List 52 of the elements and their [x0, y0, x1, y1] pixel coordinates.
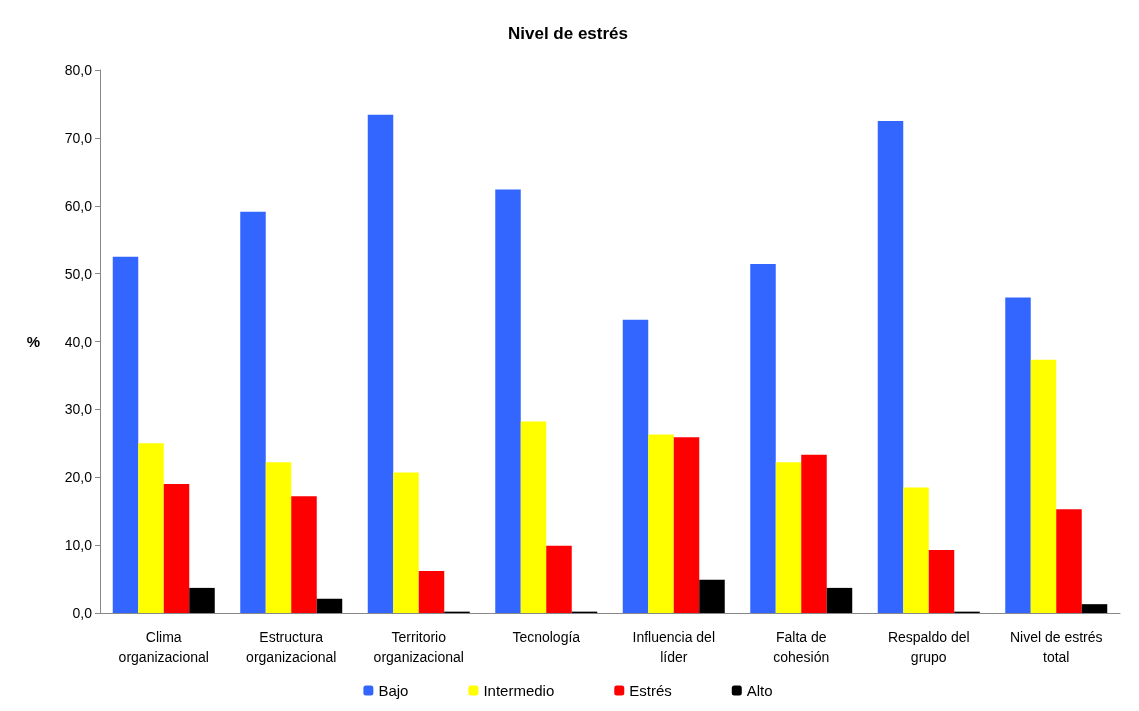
- x-tick-label: Influencia del líder: [632, 629, 716, 665]
- legend-label: Intermedio: [483, 682, 555, 699]
- bar: [418, 570, 445, 613]
- x-tick-label: Tecnología: [512, 629, 581, 645]
- y-tick-label: 40,0: [64, 333, 93, 350]
- bar: [648, 434, 674, 613]
- bar: [367, 114, 394, 613]
- bar: [801, 454, 827, 613]
- bar: [112, 256, 139, 613]
- bar: [673, 437, 700, 613]
- y-tick-label: 30,0: [64, 401, 93, 418]
- bar: [520, 421, 547, 613]
- bar: [163, 484, 190, 613]
- y-tick-label: 0,0: [72, 605, 93, 621]
- bar: [138, 443, 164, 613]
- bar: [775, 462, 802, 613]
- bar: [1030, 359, 1057, 613]
- bar: [928, 549, 955, 613]
- bar: [1005, 297, 1031, 613]
- bar: [903, 487, 929, 613]
- y-tick-label: 20,0: [64, 469, 93, 486]
- y-tick-label: 80,0: [64, 62, 93, 78]
- bar: [622, 319, 649, 613]
- bar: [877, 120, 904, 613]
- bar: [1056, 509, 1082, 613]
- bar: [189, 587, 215, 613]
- bar: [316, 598, 343, 613]
- bar: [240, 211, 266, 613]
- chart-title: Nivel de estrés: [507, 24, 629, 43]
- bar: [495, 189, 521, 613]
- legend-label: Estrés: [629, 682, 672, 699]
- bar: [265, 462, 292, 613]
- bar: [393, 472, 419, 613]
- x-tick-label: Estructura organizacional: [246, 629, 337, 665]
- y-tick-label: 60,0: [64, 197, 93, 214]
- bar: [1081, 604, 1108, 613]
- y-axis-title: %: [26, 333, 40, 350]
- bar: [699, 579, 725, 613]
- x-tick-label: Nivel de estrés total: [1009, 629, 1103, 665]
- x-tick-label: Respaldo del grupo: [887, 629, 970, 665]
- bar: [546, 545, 572, 613]
- y-tick-label: 50,0: [64, 265, 93, 282]
- y-tick-label: 10,0: [64, 537, 93, 554]
- legend-label: Bajo: [378, 682, 409, 699]
- bar: [750, 264, 776, 613]
- bar: [291, 496, 317, 613]
- x-tick-label: Falta de cohesión: [773, 629, 830, 665]
- x-tick-label: Territorio organizacional: [373, 629, 464, 665]
- legend-label: Alto: [746, 682, 773, 699]
- y-tick-label: 70,0: [64, 129, 93, 146]
- x-tick-label: Clima organizacional: [118, 629, 209, 665]
- bar: [826, 587, 853, 613]
